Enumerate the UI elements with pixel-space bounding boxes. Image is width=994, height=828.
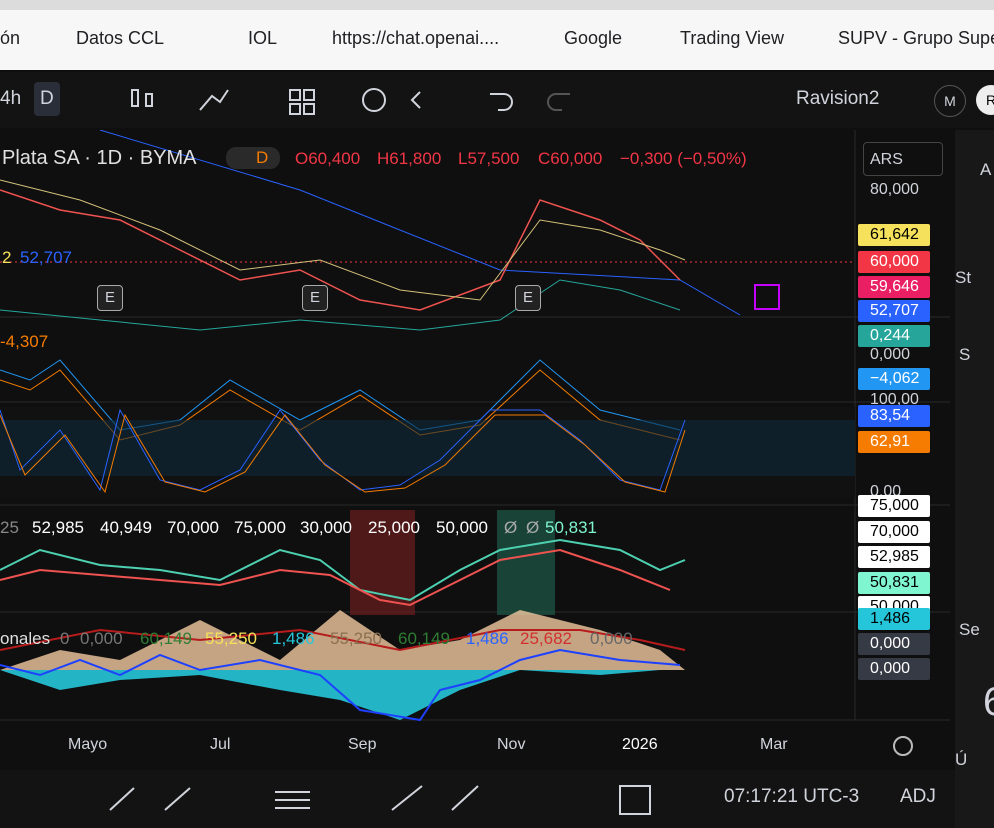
interval[interactable]: 4h <box>0 88 21 110</box>
side-panel: A St S Se 6 Ú <box>955 130 994 828</box>
clock: 07:17:21 UTC-3 <box>724 786 859 808</box>
legend-value: 50,831 <box>545 518 597 538</box>
side-panel-text: Ú <box>955 750 967 770</box>
price-label: 70,000 <box>858 521 930 543</box>
legend-value: 40,949 <box>100 518 152 538</box>
bookmarks-bar: ón Datos CCL IOL https://chat.openai.... Goo… <box>0 0 994 70</box>
side-panel-text: A <box>980 160 991 180</box>
currency-select[interactable]: ARS <box>863 142 943 176</box>
price-label: 1,486 <box>858 608 930 630</box>
chart-canvas <box>0 130 955 770</box>
drawing-tools <box>0 780 660 820</box>
extra-button[interactable]: R <box>976 85 994 115</box>
price-label: 62,91 <box>858 431 930 453</box>
price-label: 50,831 <box>858 572 930 594</box>
legend-value: 75,000 <box>234 518 286 538</box>
price-label: 52,985 <box>858 546 930 568</box>
x-axis-label: 2026 <box>622 736 658 754</box>
x-axis-label: Sep <box>348 736 376 754</box>
legend-value: 50,000 <box>436 518 488 538</box>
legend-value: onales <box>0 629 50 649</box>
x-axis-label: Nov <box>497 736 525 754</box>
ohlc-value: L57,500 <box>458 149 519 169</box>
legend-value: 2 <box>2 248 11 268</box>
legend-value: 0 <box>60 629 69 649</box>
legend-value: 0,000 <box>80 629 123 649</box>
ohlc-value: O60,400 <box>295 149 360 169</box>
legend-value: 25,000 <box>368 518 420 538</box>
side-panel-text: 6 <box>983 680 994 725</box>
bookmark[interactable]: ón <box>0 28 20 49</box>
avatar[interactable]: M <box>934 85 966 117</box>
interval-badge: D <box>226 147 280 169</box>
price-label: 0,000 <box>858 658 930 680</box>
toolbar-icons <box>120 82 680 118</box>
side-panel-text: St <box>955 268 971 288</box>
legend-value: 70,000 <box>167 518 219 538</box>
price-label: −4,062 <box>858 368 930 390</box>
legend-value: 52,985 <box>32 518 84 538</box>
legend-value: 52,707 <box>20 248 72 268</box>
legend-value: 55,250 <box>330 629 382 649</box>
event-marker[interactable]: E <box>515 285 541 311</box>
top-toolbar: 4h D Ravision2 M R <box>0 72 994 128</box>
price-label: 59,646 <box>858 276 930 298</box>
price-label: 0,000 <box>858 633 930 655</box>
price-label: 61,642 <box>858 224 930 246</box>
bookmark[interactable]: Trading View <box>680 28 784 49</box>
price-label: 60,000 <box>858 251 930 273</box>
legend-value: 60,149 <box>398 629 450 649</box>
legend-value: 55,250 <box>205 629 257 649</box>
x-axis-label: Mayo <box>68 736 107 754</box>
legend-value: Ø <box>504 518 517 538</box>
price-label: 0,000 <box>858 344 930 366</box>
event-marker[interactable]: E <box>97 285 123 311</box>
bookmark[interactable]: Google <box>564 28 622 49</box>
legend-value: 25 <box>0 518 19 538</box>
legend-value: 25,682 <box>520 629 572 649</box>
legend-value: 30,000 <box>300 518 352 538</box>
legend-value: Ø <box>526 518 539 538</box>
ohlc-value: H61,800 <box>377 149 441 169</box>
adjust-toggle[interactable]: ADJ <box>900 786 936 808</box>
side-panel-text: Se <box>959 620 980 640</box>
ohlc-value: C60,000 <box>538 149 602 169</box>
legend-value: 1,486 <box>466 629 509 649</box>
bookmark[interactable]: Datos CCL <box>76 28 164 49</box>
legend-value: 1,486 <box>272 629 315 649</box>
legend-value: -4,307 <box>0 332 48 352</box>
x-axis-label: Mar <box>760 736 788 754</box>
price-label: 52,707 <box>858 300 930 322</box>
price-label: 80,000 <box>858 179 930 201</box>
layout-name[interactable]: Ravision2 <box>796 88 879 110</box>
symbol-title: Plata SA · 1D · BYMA <box>2 147 197 170</box>
drawing-toolbar: 07:17:21 UTC-3 ADJ <box>0 770 955 828</box>
x-axis-label: Jul <box>210 736 230 754</box>
side-panel-text: S <box>959 345 970 365</box>
ohlc-value: −0,300 (−0,50%) <box>620 149 747 169</box>
legend-value: 60,149 <box>140 629 192 649</box>
legend-value: 0,000 <box>590 629 633 649</box>
price-label: 75,000 <box>858 495 930 517</box>
bookmark[interactable]: SUPV - Grupo Supe... <box>838 28 994 49</box>
bookmark[interactable]: https://chat.openai.... <box>332 28 499 49</box>
active-interval[interactable]: D <box>34 82 60 116</box>
event-marker[interactable]: E <box>302 285 328 311</box>
bookmark[interactable]: IOL <box>248 28 277 49</box>
price-label: 83,54 <box>858 405 930 427</box>
